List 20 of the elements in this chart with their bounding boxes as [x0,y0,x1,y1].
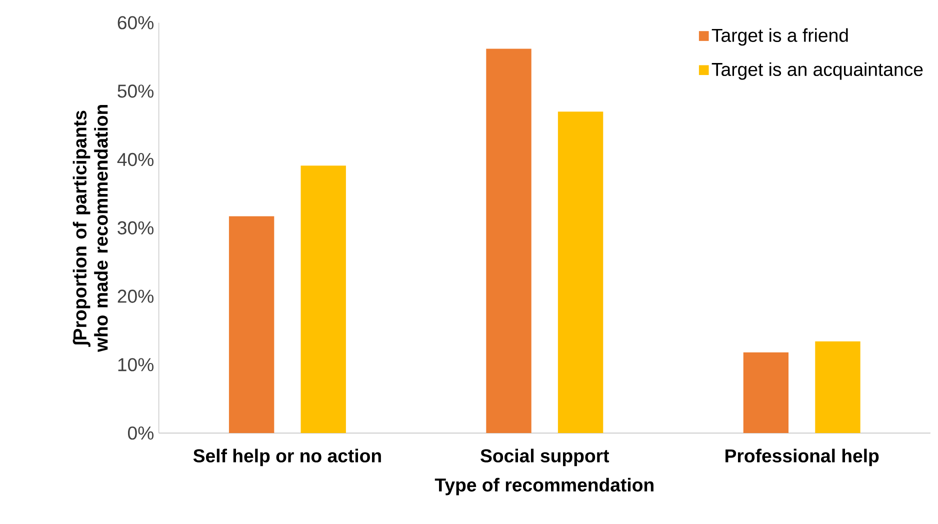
legend-label: Target is a friend [712,28,848,46]
x-tick-label: Social support [480,448,610,466]
y-tick-label: 10% [118,358,154,372]
y-axis-title: ∫Proportion of participants who made recommendation [72,105,108,352]
bar [300,166,346,434]
legend-label: Target is an acquaintance [712,62,923,80]
bar [743,352,789,434]
x-axis-title: Type of recommendation [434,478,654,496]
y-tick-label: 0% [128,426,154,440]
bar [558,112,604,434]
y-tick-label: 60% [118,16,154,30]
y-tick-label: 50% [118,84,154,98]
x-tick-label: Professional help [726,448,879,466]
y-tick-label: 30% [118,221,154,235]
bar [486,48,532,434]
x-tick-label: Self help or no action [193,448,381,466]
bar [228,216,274,434]
y-tick-label: 20% [118,290,154,303]
bar [815,342,860,434]
y-tick-label: 40% [117,152,154,166]
